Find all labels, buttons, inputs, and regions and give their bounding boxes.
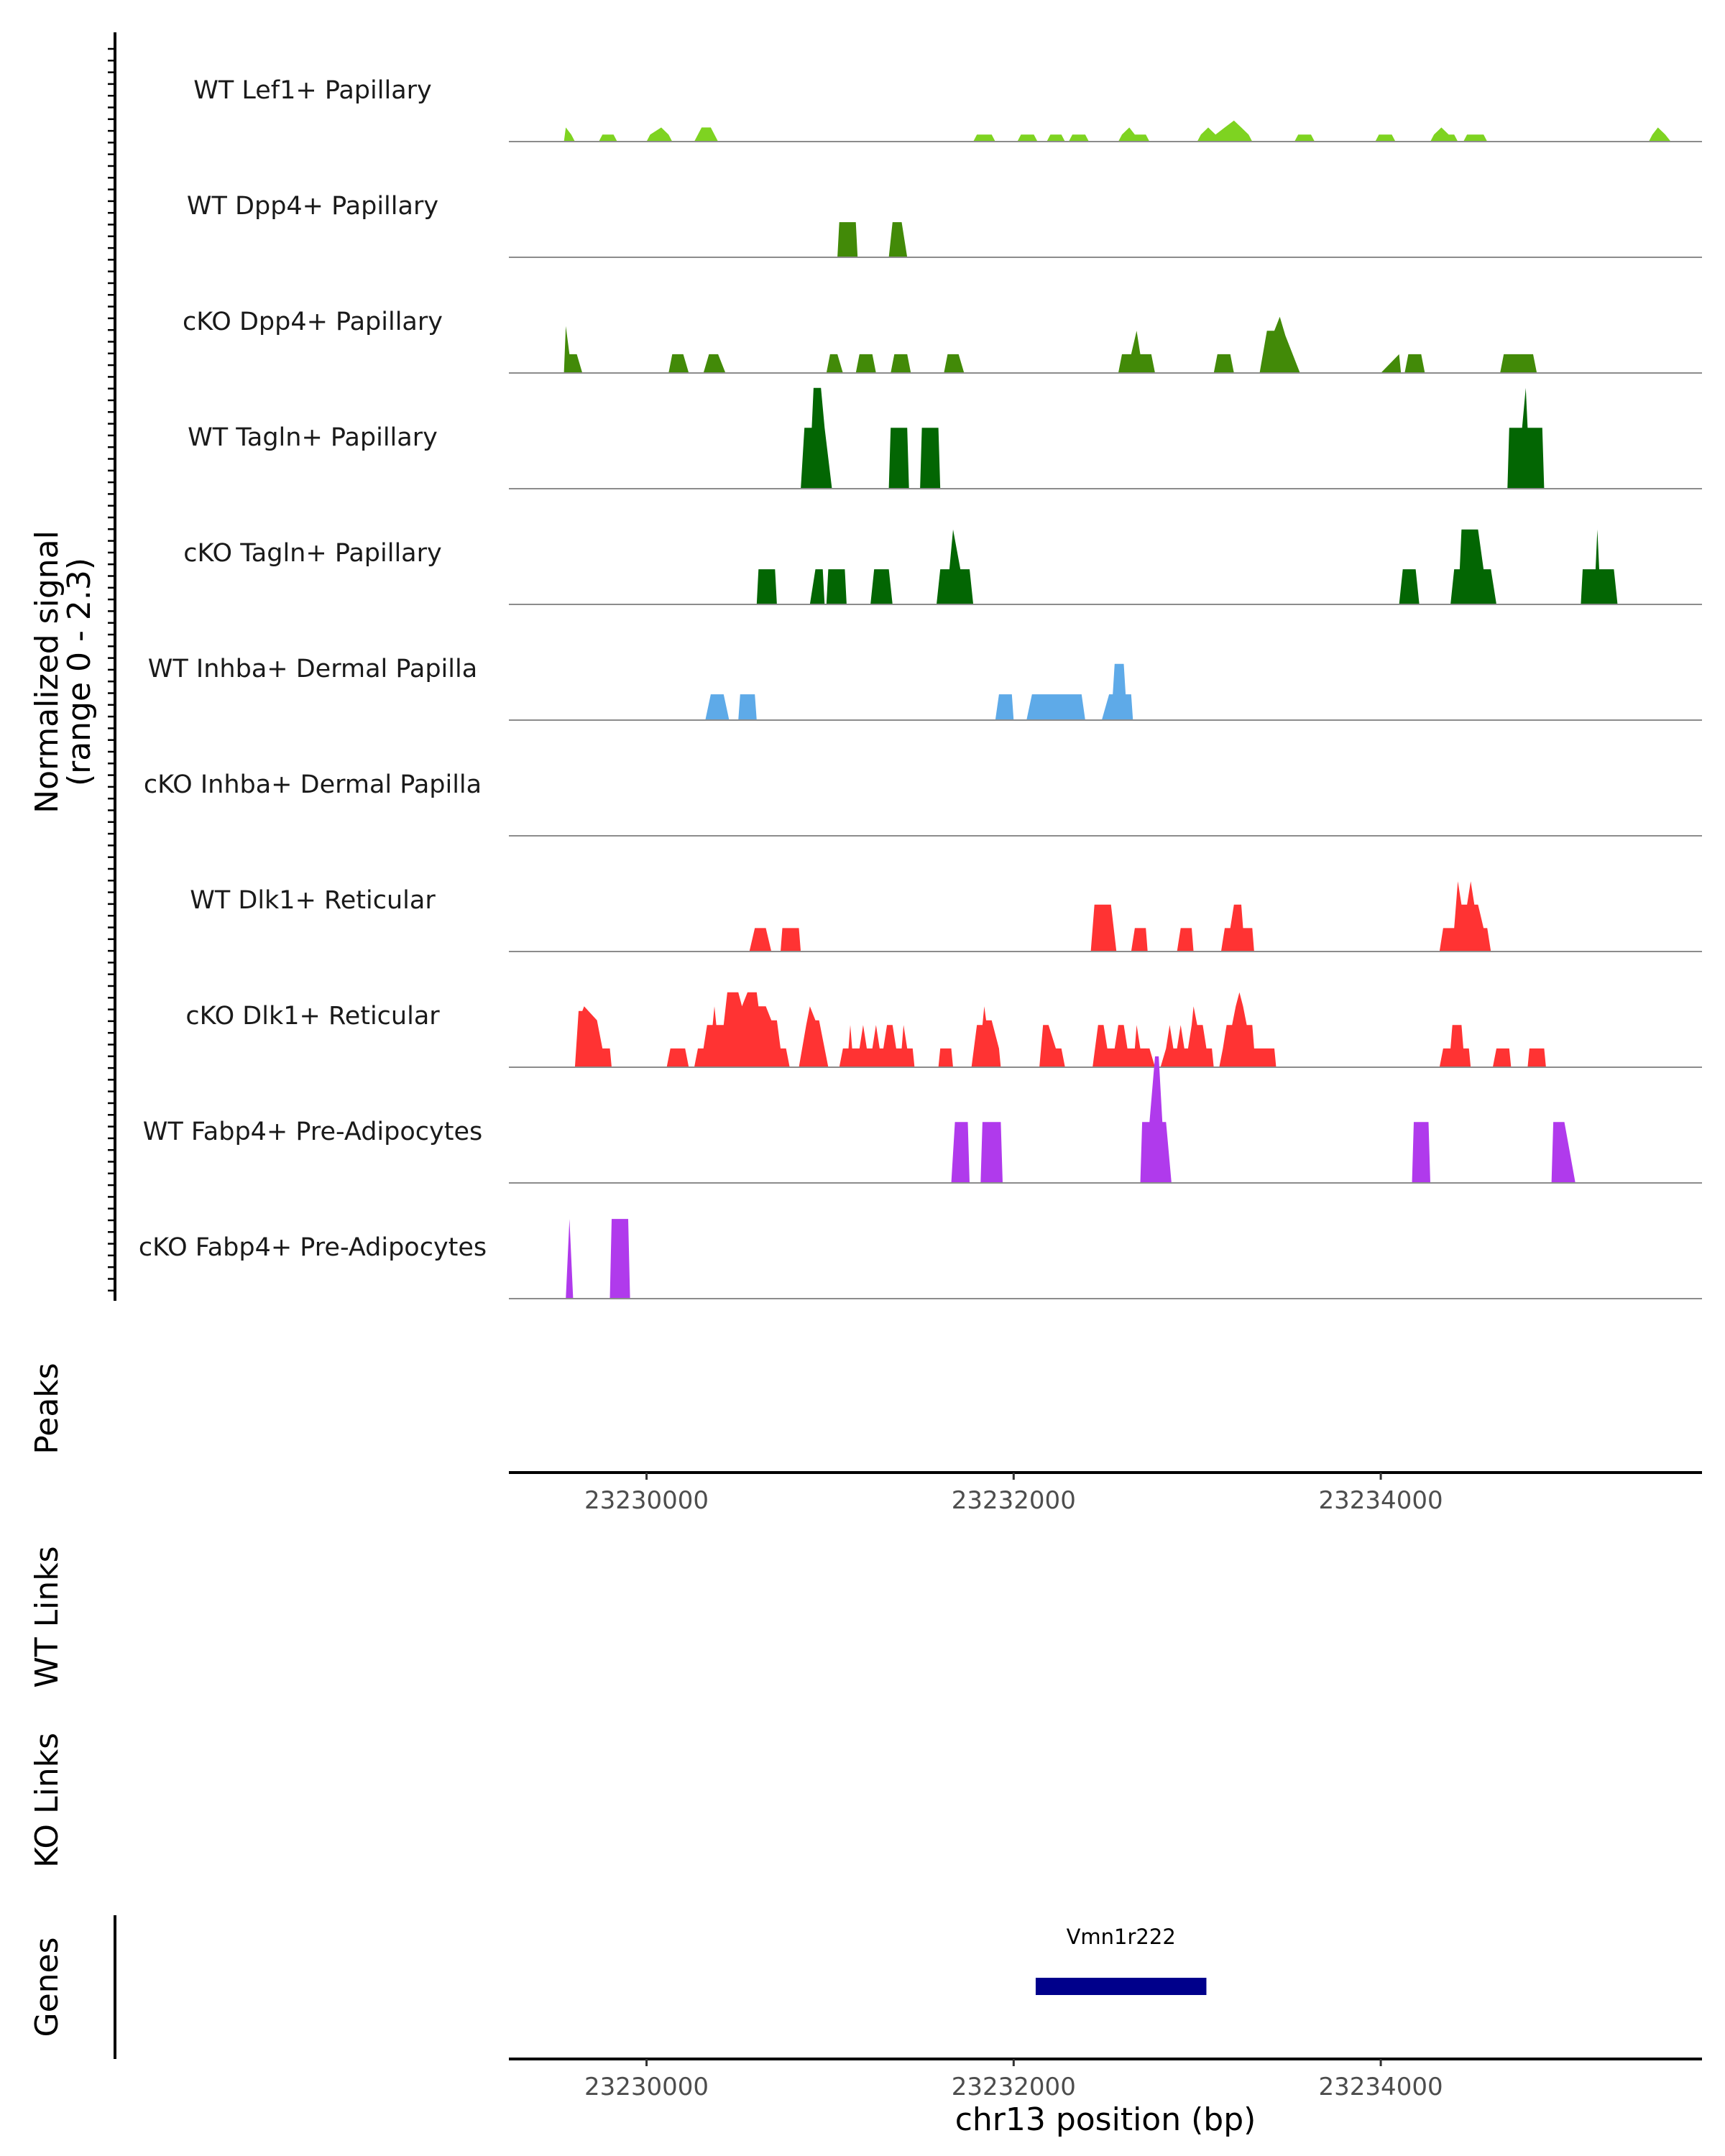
track-label: WT Inhba+ Dermal Papilla — [148, 655, 477, 683]
track-cko-dlk1-reticular: cKO Dlk1+ Reticular — [185, 992, 1702, 1068]
genes-track-title: Genes — [29, 1937, 65, 2037]
track-label: WT Fabp4+ Pre-Adipocytes — [143, 1118, 482, 1146]
track-cko-fabp4-pre-adipocytes: cKO Fabp4+ Pre-Adipocytes — [139, 1219, 1702, 1299]
track-wt-dpp4-papillary: WT Dpp4+ Papillary — [187, 192, 1702, 258]
track-label: cKO Dlk1+ Reticular — [185, 1002, 440, 1031]
track-label: WT Tagln+ Papillary — [188, 423, 438, 452]
x-tick-label: 23230000 — [584, 2073, 709, 2101]
coverage-area — [837, 222, 908, 257]
track-label: WT Lef1+ Papillary — [193, 76, 432, 105]
coverage-area — [705, 663, 1133, 720]
links-tracks: WT Links KO Links — [29, 1546, 65, 1868]
y-axis-title-group: Normalized signal (range 0 - 2.3) — [29, 530, 98, 814]
x-tick-label: 23234000 — [1319, 1486, 1443, 1515]
coverage-area — [574, 992, 1546, 1067]
coverage-area — [951, 1056, 1576, 1183]
peaks-track-title: Peaks — [29, 1363, 65, 1454]
track-label: cKO Tagln+ Papillary — [183, 539, 442, 568]
track-label: cKO Dpp4+ Papillary — [183, 308, 443, 336]
y-axis-title: Normalized signal — [29, 530, 65, 814]
y-axis-ticks — [108, 47, 115, 1292]
gene-body — [1035, 1978, 1207, 1995]
wt-links-title: WT Links — [29, 1546, 65, 1687]
coverage-area — [566, 1219, 630, 1299]
track-label: cKO Inhba+ Dermal Papilla — [144, 770, 482, 799]
track-cko-dpp4-papillary: cKO Dpp4+ Papillary — [183, 308, 1702, 374]
track-label: WT Dlk1+ Reticular — [190, 886, 436, 915]
y-axis-subtitle: (range 0 - 2.3) — [61, 558, 98, 786]
track-cko-inhba-dermal-papilla: cKO Inhba+ Dermal Papilla — [144, 770, 1702, 837]
x-tick-label: 23230000 — [584, 1486, 709, 1515]
track-wt-fabp4-pre-adipocytes: WT Fabp4+ Pre-Adipocytes — [143, 1056, 1702, 1184]
coverage-area — [564, 120, 1671, 142]
x-tick-label: 23234000 — [1319, 2073, 1443, 2101]
track-cko-tagln-papillary: cKO Tagln+ Papillary — [183, 529, 1702, 605]
coverage-area — [564, 316, 1537, 373]
coverage-area — [801, 387, 1545, 489]
track-wt-inhba-dermal-papilla: WT Inhba+ Dermal Papilla — [148, 655, 1702, 721]
ko-links-title: KO Links — [29, 1733, 65, 1868]
genes-track: Genes Vmn1r222 — [29, 1915, 1207, 2059]
peaks-x-axis-ticks: 23230000 23232000 23234000 — [584, 1473, 1443, 1515]
track-wt-dlk1-reticular: WT Dlk1+ Reticular — [190, 881, 1702, 952]
coverage-area — [756, 529, 1618, 604]
x-tick-label: 23232000 — [952, 1486, 1076, 1515]
genes-x-axis-ticks: 23230000 23232000 23234000 — [584, 2059, 1443, 2101]
track-wt-tagln-papillary: WT Tagln+ Papillary — [188, 387, 1702, 489]
coverage-area — [749, 881, 1491, 952]
x-axis-title: chr13 position (bp) — [955, 2101, 1256, 2138]
track-wt-lef1-papillary: WT Lef1+ Papillary — [193, 76, 1702, 142]
track-label: cKO Fabp4+ Pre-Adipocytes — [139, 1233, 487, 1262]
x-tick-label: 23232000 — [952, 2073, 1076, 2101]
coverage-tracks: WT Lef1+ Papillary WT Dpp4+ Papillary cKO … — [139, 76, 1702, 1299]
track-label: WT Dpp4+ Papillary — [187, 192, 438, 221]
peaks-track: Peaks — [29, 1363, 65, 1454]
gene-label: Vmn1r222 — [1067, 1925, 1176, 1949]
